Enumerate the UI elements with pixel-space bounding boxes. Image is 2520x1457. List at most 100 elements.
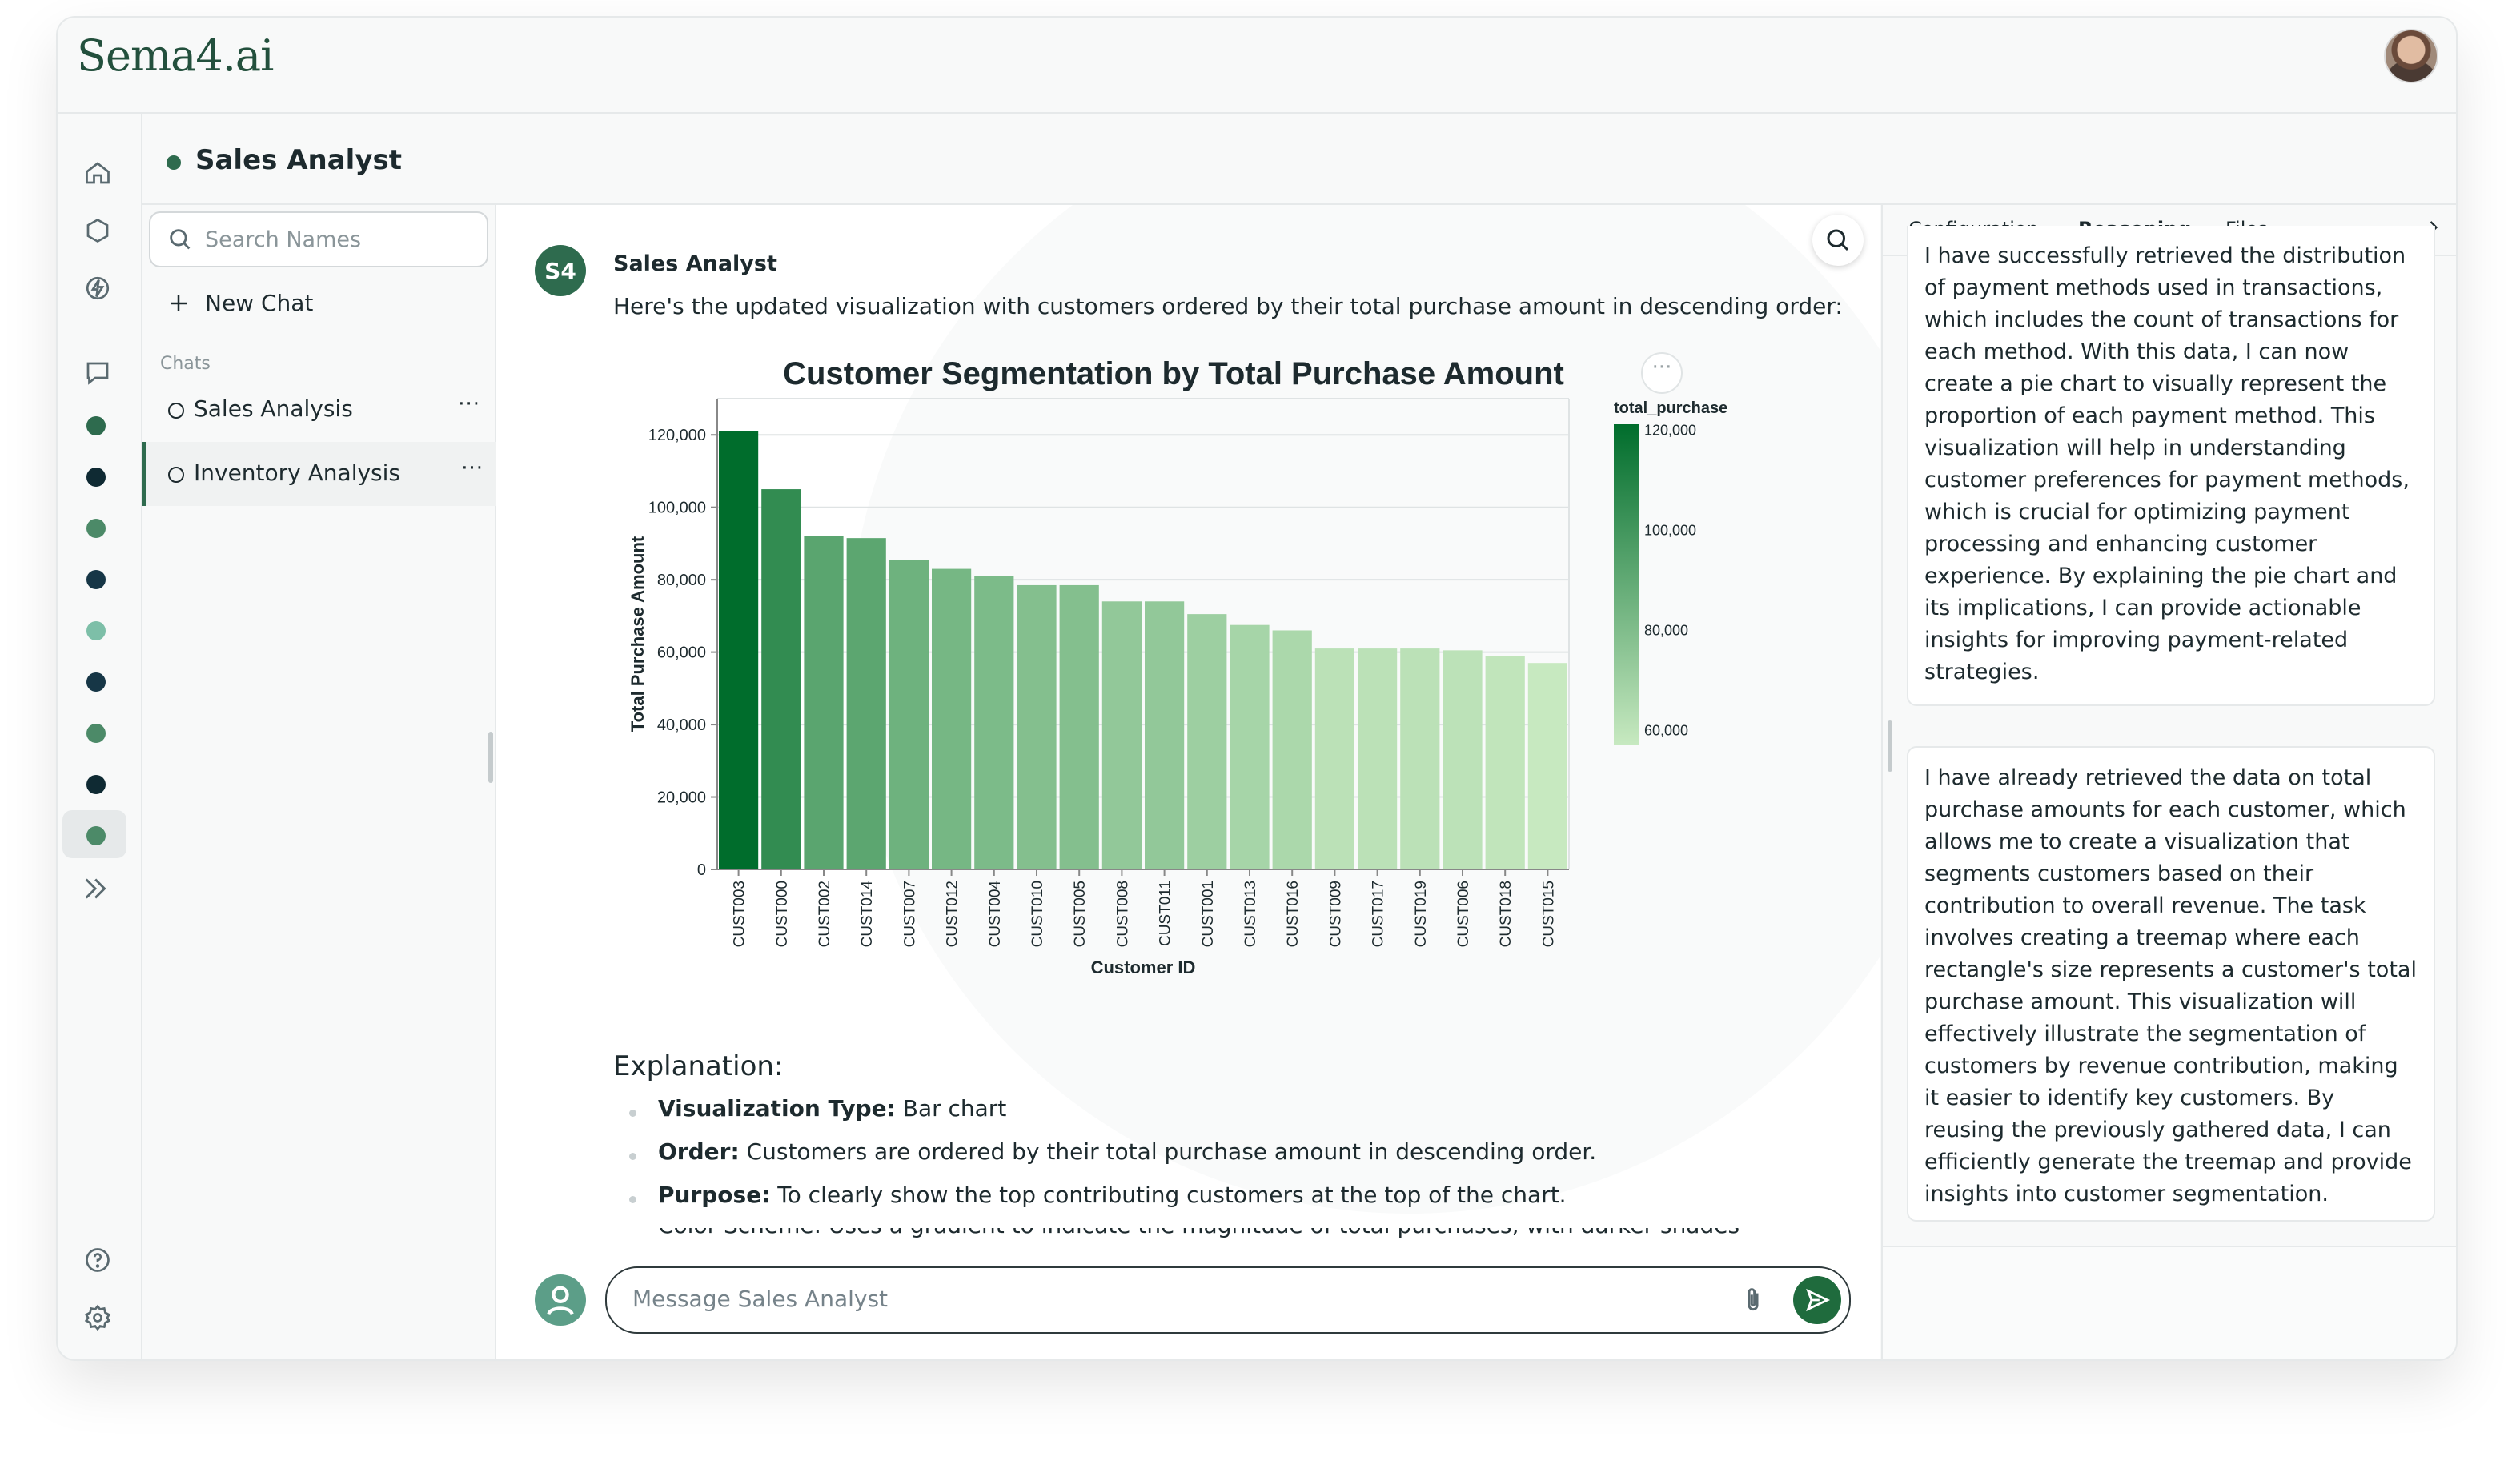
list-item: Visualization Type: Bar chart: [613, 1095, 1814, 1138]
bar-cust007: [889, 560, 929, 869]
x-tick-label: CUST002: [817, 881, 833, 947]
reasoning-card: I have already retrieved the data on tot…: [1907, 746, 2435, 1222]
bar-cust006: [1443, 650, 1483, 869]
bolt-icon[interactable]: [80, 271, 115, 306]
y-tick-label: 20,000: [657, 789, 706, 807]
chat-sidebar: Search Names New Chat Chats Sales Analys…: [142, 205, 498, 1359]
list-item: Purpose: To clearly show the top contrib…: [613, 1182, 1814, 1225]
bar-cust017: [1358, 648, 1398, 869]
legend-tick-label: 80,000: [1644, 622, 1688, 638]
clipped-text: Color Scheme: Uses a gradient to indicat…: [613, 1228, 1814, 1239]
bullet-text: Customers are ordered by their total pur…: [739, 1138, 1597, 1165]
chat-item-label: Inventory Analysis: [194, 460, 401, 486]
send-icon: [1806, 1288, 1831, 1312]
list-item: Order: Customers are ordered by their to…: [613, 1138, 1814, 1182]
message-text: Here's the updated visualization with cu…: [613, 293, 1843, 319]
x-tick-label: CUST008: [1114, 881, 1131, 947]
bar-cust001: [1187, 614, 1227, 869]
new-chat-button[interactable]: New Chat: [167, 290, 313, 316]
agent-dot[interactable]: [86, 468, 106, 487]
bar-cust009: [1314, 648, 1354, 869]
agent-avatar: S4: [535, 245, 586, 296]
y-tick-label: 80,000: [657, 572, 706, 589]
x-tick-label: CUST018: [1498, 881, 1515, 947]
agent-dot[interactable]: [86, 724, 106, 743]
message-input[interactable]: Message Sales Analyst: [605, 1266, 1851, 1334]
x-tick-label: CUST001: [1200, 881, 1217, 947]
app-window: Sema4.ai: [56, 16, 2458, 1361]
reasoning-card: I have successfully retrieved the distri…: [1907, 226, 2435, 706]
attachment-icon[interactable]: [1737, 1282, 1769, 1318]
panel-resize-handle[interactable]: [1888, 720, 1892, 772]
help-icon[interactable]: [80, 1242, 115, 1278]
x-tick-label: CUST012: [945, 881, 961, 947]
bar-cust004: [974, 576, 1014, 869]
top-bar: Sema4.ai: [58, 18, 2456, 114]
bullet-label: Purpose:: [658, 1182, 771, 1208]
x-tick-label: CUST003: [732, 881, 748, 947]
x-tick-label: CUST000: [774, 881, 791, 947]
search-input[interactable]: Search Names: [149, 211, 488, 267]
bar-cust019: [1400, 648, 1440, 869]
send-button[interactable]: [1793, 1276, 1841, 1324]
chart-more-options-button[interactable]: ···: [1641, 352, 1683, 394]
new-chat-label: New Chat: [205, 290, 314, 316]
bullet-text: To clearly show the top contributing cus…: [770, 1182, 1567, 1208]
chat-status-circle: [168, 403, 184, 419]
home-icon[interactable]: [80, 155, 115, 191]
bar-cust002: [804, 536, 844, 869]
x-tick-label: CUST016: [1285, 881, 1302, 947]
plus-icon: [171, 295, 187, 311]
chat-item-sales-analysis[interactable]: Sales Analysis ···: [142, 378, 495, 442]
x-tick-label: CUST019: [1413, 881, 1430, 947]
legend-tick-label: 100,000: [1644, 522, 1696, 538]
bar-cust000: [761, 489, 801, 869]
x-tick-label: CUST013: [1242, 881, 1259, 947]
x-tick-label: CUST005: [1072, 881, 1089, 947]
search-placeholder: Search Names: [205, 227, 362, 252]
side-panel: Configuration Reasoning Files I have suc…: [1881, 205, 2456, 1359]
agent-dot[interactable]: [86, 775, 106, 794]
agent-dot[interactable]: [86, 519, 106, 538]
agent-dot[interactable]: [86, 416, 106, 435]
x-tick-label: CUST004: [987, 881, 1004, 948]
double-chevron-right-icon[interactable]: [80, 871, 115, 906]
bar-cust013: [1230, 624, 1270, 869]
agent-dot-selected[interactable]: [86, 826, 106, 845]
x-axis-label: Customer ID: [1091, 957, 1196, 977]
chat-main: S4 Sales Analyst Here's the updated visu…: [496, 205, 1880, 1359]
agent-dot[interactable]: [86, 672, 106, 692]
nav-rail: [58, 114, 142, 1359]
agent-dot[interactable]: [86, 621, 106, 640]
chart-title: Customer Segmentation by Total Purchase …: [783, 356, 1564, 391]
y-tick-label: 60,000: [657, 644, 706, 662]
chat-search-button[interactable]: [1812, 215, 1864, 266]
app-logo[interactable]: Sema4.ai: [77, 30, 274, 81]
bullet-text: Bar chart: [895, 1095, 1007, 1122]
sidebar-resize-handle[interactable]: [488, 732, 493, 783]
explanation-list: Visualization Type: Bar chart Order: Cus…: [613, 1095, 1814, 1225]
chat-bubble-icon[interactable]: [80, 355, 115, 391]
cube-icon[interactable]: [80, 213, 115, 248]
chat-item-inventory-analysis[interactable]: Inventory Analysis ···: [142, 442, 498, 506]
user-avatar[interactable]: [2384, 29, 2438, 83]
x-tick-label: CUST015: [1540, 881, 1557, 947]
chat-item-label: Sales Analysis: [194, 395, 353, 422]
more-options-icon[interactable]: ···: [458, 392, 480, 416]
bar-cust015: [1527, 663, 1567, 869]
bar-cust012: [932, 568, 972, 869]
explanation-heading: Explanation:: [613, 1050, 784, 1082]
chats-section-label: Chats: [160, 354, 211, 374]
message-sender-name: Sales Analyst: [613, 251, 777, 276]
search-icon: [170, 229, 191, 250]
x-tick-label: CUST010: [1029, 881, 1046, 947]
legend-tick-label: 60,000: [1644, 722, 1688, 738]
more-options-icon[interactable]: ···: [461, 456, 484, 480]
legend-title: total_purchase: [1614, 399, 1727, 417]
bar-cust011: [1145, 601, 1185, 869]
bullet-label: Visualization Type:: [658, 1095, 896, 1122]
settings-icon[interactable]: [80, 1300, 115, 1335]
agent-dot[interactable]: [86, 570, 106, 589]
y-tick-label: 100,000: [648, 500, 706, 517]
x-tick-label: CUST009: [1327, 881, 1344, 947]
